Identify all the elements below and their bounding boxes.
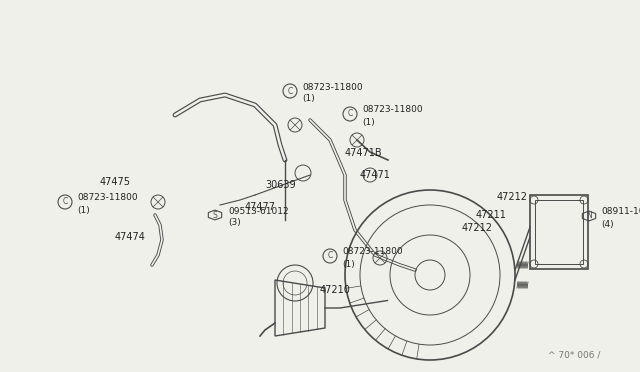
Text: 08723-11800: 08723-11800 <box>342 247 403 257</box>
Text: 30639: 30639 <box>265 180 296 190</box>
Text: 47212: 47212 <box>497 192 528 202</box>
Text: 09513-61012: 09513-61012 <box>228 206 289 215</box>
Text: (1): (1) <box>342 260 355 269</box>
Text: C: C <box>62 198 68 206</box>
Text: S: S <box>212 211 218 219</box>
Text: 47477: 47477 <box>245 202 276 212</box>
Text: 08723-11800: 08723-11800 <box>362 106 422 115</box>
Text: 47210: 47210 <box>320 285 351 295</box>
Text: 08911-1082G: 08911-1082G <box>601 208 640 217</box>
Text: 08723-11800: 08723-11800 <box>302 83 363 92</box>
Text: N: N <box>586 212 592 221</box>
Text: (4): (4) <box>601 219 614 228</box>
Text: 47211: 47211 <box>476 210 507 220</box>
Text: 47212: 47212 <box>462 223 493 233</box>
Bar <box>535 200 583 264</box>
Text: 47471B: 47471B <box>345 148 383 158</box>
Text: (1): (1) <box>362 118 375 126</box>
Text: 08723-11800: 08723-11800 <box>77 193 138 202</box>
Bar <box>530 195 588 269</box>
Text: 47471: 47471 <box>360 170 391 180</box>
Text: (1): (1) <box>302 94 315 103</box>
Text: 47475: 47475 <box>100 177 131 187</box>
Text: ^ 70* 006 /: ^ 70* 006 / <box>548 351 600 360</box>
Text: 47474: 47474 <box>115 232 146 242</box>
Text: (3): (3) <box>228 218 241 228</box>
Text: (1): (1) <box>77 205 90 215</box>
Text: C: C <box>287 87 292 96</box>
Text: C: C <box>348 109 353 119</box>
Text: C: C <box>328 251 333 260</box>
